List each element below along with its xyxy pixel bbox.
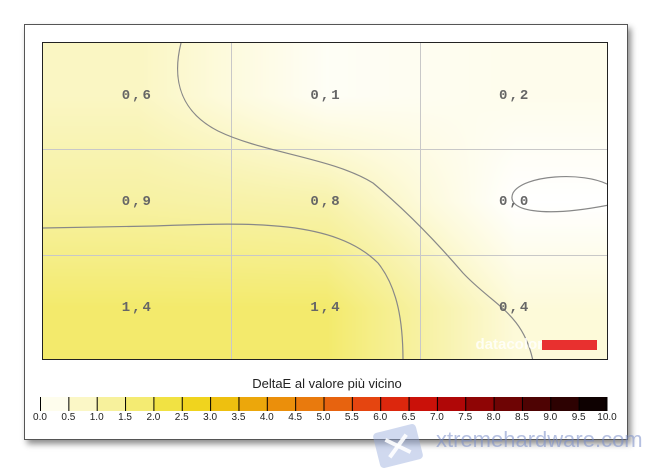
colorbar-segment — [68, 397, 98, 411]
colorbar-tick-label: 3.0 — [203, 412, 218, 423]
colorbar-tick-label: 10.0 — [597, 412, 617, 423]
colorbar-segment — [521, 397, 551, 411]
colorbar-segment — [125, 397, 154, 411]
colorbar-tick-label: 1.0 — [89, 412, 104, 423]
cell-label: 0,8 — [310, 194, 342, 210]
colorbar-tick-label: 2.0 — [146, 412, 161, 423]
contour-line — [43, 223, 404, 359]
colorbar-segment — [238, 397, 268, 411]
heatmap-overlay — [43, 43, 607, 359]
colorbar — [40, 397, 608, 411]
colorbar-segment — [408, 397, 438, 411]
colorbar-segment — [493, 397, 523, 411]
colorbar-tick-label: 0.0 — [33, 412, 47, 423]
cell-label: 1,4 — [121, 300, 153, 316]
contours — [43, 43, 607, 359]
colorbar-segment — [153, 397, 183, 411]
cell-label: 0,0 — [499, 194, 531, 210]
colorbar-title: DeltaE al valore più vicino — [252, 376, 402, 391]
colorbar-tick-label: 9.0 — [543, 412, 558, 423]
contour-line — [511, 176, 607, 213]
colorbar-segment — [380, 397, 410, 411]
cell-label: 1,4 — [310, 300, 342, 316]
colorbar-tick-label: 4.0 — [259, 412, 274, 423]
colorbar-tick-label: 6.0 — [373, 412, 388, 423]
colorbar-segment — [465, 397, 495, 411]
watermark: xtremehardware.com — [436, 427, 643, 452]
colorbar-segment — [210, 397, 239, 411]
colorbar-segment — [266, 397, 296, 411]
cell-label: 0,6 — [121, 88, 153, 104]
colorbar-tick-label: 1.5 — [118, 412, 132, 423]
colorbar-tick-label: 6.5 — [401, 412, 416, 423]
colorbar-segment — [550, 397, 580, 411]
colorbar-tick-label: 9.5 — [571, 412, 586, 423]
colorbar-tick-label: 8.0 — [486, 412, 501, 423]
colorbar-segment — [351, 397, 381, 411]
cell-label: 0,4 — [499, 300, 531, 316]
colorbar-tick-label: 7.5 — [458, 412, 473, 423]
colorbar-tick-label: 3.5 — [231, 412, 246, 423]
colorbar-segment — [96, 397, 126, 411]
heatmap-plot: 0,6 0,1 0,2 0,9 0,8 0,0 1,4 1,4 0,4 datacolor — [42, 42, 608, 360]
datacolor-logo: datacolor — [475, 336, 543, 353]
colorbar-segment — [40, 397, 69, 411]
gridlines — [43, 43, 607, 359]
colorbar-tick-label: 5.5 — [344, 412, 359, 423]
colorbar-tick-label: 5.0 — [316, 412, 331, 423]
colorbar-tick-label: 4.5 — [288, 412, 303, 423]
colorbar-segment — [295, 397, 324, 411]
colorbar-segment — [181, 397, 211, 411]
colorbar-tick-label: 2.5 — [174, 412, 189, 423]
cell-label: 0,9 — [121, 194, 153, 210]
logo-bar — [542, 340, 597, 350]
colorbar-segment — [578, 397, 608, 411]
colorbar-segment — [323, 397, 353, 411]
colorbar-tick-label: 7.0 — [429, 412, 444, 423]
colorbar-segment — [436, 397, 466, 411]
colorbar-tick-label: 0.5 — [61, 412, 76, 423]
colorbar-tick-label: 8.5 — [514, 412, 529, 423]
cell-label: 0,2 — [499, 88, 531, 104]
contour-line — [177, 43, 534, 359]
cell-label: 0,1 — [310, 88, 342, 104]
